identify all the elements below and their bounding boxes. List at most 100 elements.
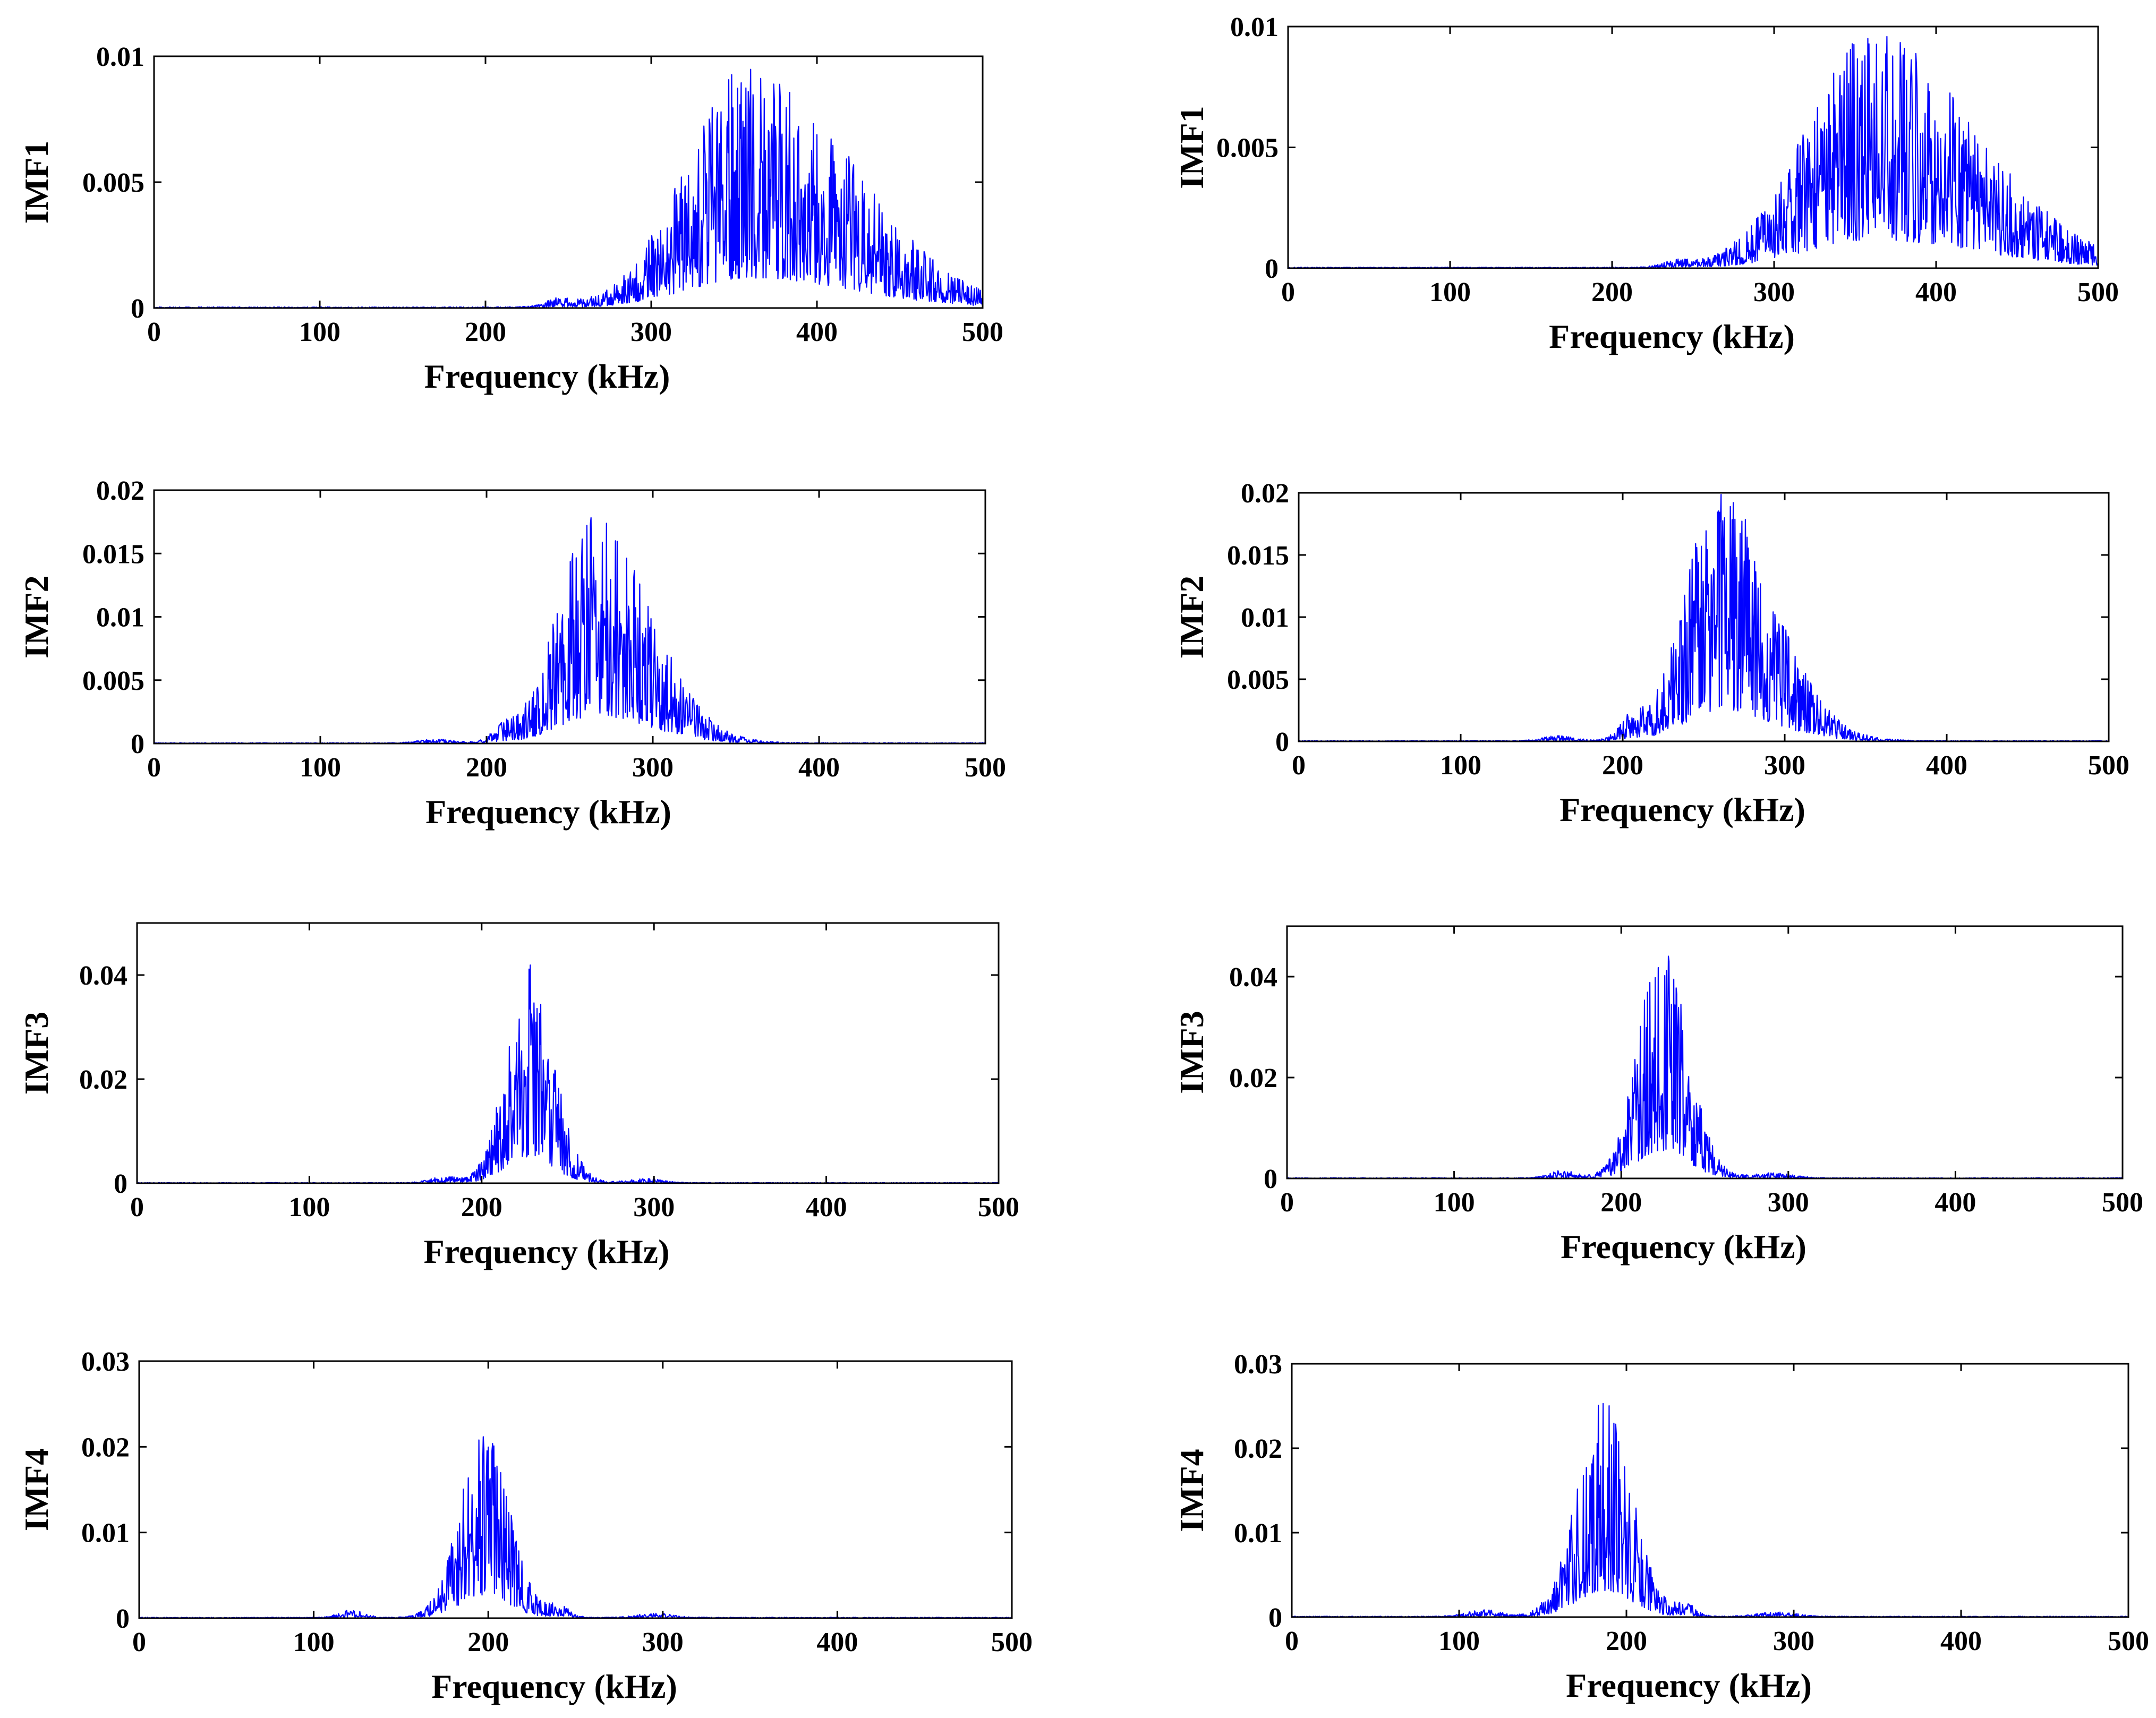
x-tick-label: 400 (816, 1627, 858, 1657)
x-axis-label: Frequency (kHz) (431, 1668, 677, 1705)
axes-frame (138, 1360, 1013, 1619)
x-tick-label: 0 (130, 1192, 144, 1223)
x-tick-label: 100 (1438, 1626, 1480, 1656)
x-tick-label: 500 (962, 317, 1003, 347)
x-axis-label: Frequency (kHz) (424, 1233, 670, 1270)
x-tick-label: 300 (1768, 1187, 1809, 1218)
x-tick-label: 400 (796, 317, 838, 347)
subplot-imf4-right: 0 100 200 300 400 500 0 0.01 0.02 0.03 Frequency (… (1173, 1349, 2149, 1704)
subplot-imf1-right: 0 100 200 300 400 500 0 0.005 0.01 Frequency (kHz… (1173, 12, 2119, 355)
x-tick-label: 0 (1281, 277, 1295, 307)
spectrum-line-imf2-right (1298, 493, 2109, 742)
y-tick-label: 0.04 (1229, 962, 1277, 993)
x-tick-label: 500 (2088, 750, 2129, 781)
x-tick-label: 500 (965, 753, 1006, 783)
y-tick-label: 0 (1275, 727, 1289, 757)
x-tick-label: 400 (806, 1192, 847, 1223)
spectrum-line-imf2-left (154, 517, 986, 744)
x-tick-label: 300 (632, 753, 674, 783)
x-axis-label: Frequency (kHz) (1560, 791, 1805, 828)
x-tick-label: 0 (147, 317, 161, 347)
y-axis-label: IMF3 (18, 1012, 55, 1095)
y-tick-label: 0.005 (82, 666, 144, 696)
x-tick-label: 200 (1600, 1187, 1642, 1218)
subplot-imf3-right: 0 100 200 300 400 500 0 0.02 0.04 Frequency (kHz)… (1173, 925, 2143, 1266)
x-tick-label: 0 (147, 753, 161, 783)
y-tick-label: 0.01 (1241, 603, 1289, 633)
y-tick-label: 0 (131, 294, 144, 324)
axes-frame (1286, 925, 2124, 1179)
y-tick-label: 0.015 (82, 539, 144, 569)
y-tick-label: 0.02 (81, 1432, 130, 1463)
y-tick-label: 0 (1265, 254, 1279, 284)
y-axis-label: IMF1 (1173, 106, 1211, 189)
x-tick-label: 0 (1292, 750, 1306, 781)
x-axis-label: Frequency (kHz) (425, 793, 671, 831)
spectrum-line-imf3-left (137, 964, 999, 1184)
y-tick-label: 0.005 (1216, 133, 1279, 164)
spectrum-line-imf3-right (1286, 955, 2123, 1179)
y-tick-label: 0.02 (1234, 1434, 1282, 1464)
x-tick-label: 0 (1285, 1626, 1299, 1656)
x-tick-label: 100 (293, 1627, 335, 1657)
x-axis-label: Frequency (kHz) (424, 357, 670, 395)
y-tick-label: 0 (116, 1604, 130, 1634)
x-axis-label: Frequency (kHz) (1566, 1666, 1812, 1704)
x-tick-label: 500 (991, 1627, 1033, 1657)
x-tick-label: 400 (1940, 1626, 1982, 1656)
y-axis-label: IMF2 (18, 575, 55, 658)
spectrum-line-imf1-left (154, 69, 983, 309)
axes-frame (136, 922, 1000, 1184)
x-tick-label: 0 (132, 1627, 146, 1657)
y-tick-label: 0.01 (81, 1518, 130, 1549)
x-tick-label: 500 (2108, 1626, 2149, 1656)
y-axis-label: IMF4 (18, 1448, 55, 1531)
y-axis-label: IMF4 (1173, 1449, 1211, 1532)
y-tick-label: 0.015 (1227, 541, 1289, 571)
subplot-imf2-right: 0 100 200 300 400 500 0 0.005 0.01 0.015 0.02 Frequ… (1173, 478, 2129, 828)
x-tick-label: 0 (1280, 1187, 1294, 1218)
y-axis-label: IMF2 (1173, 576, 1211, 659)
y-tick-label: 0.03 (1234, 1349, 1282, 1380)
x-tick-label: 100 (299, 317, 340, 347)
x-tick-label: 200 (1602, 750, 1643, 781)
x-axis-label: Frequency (kHz) (1549, 318, 1795, 355)
x-tick-label: 100 (288, 1192, 330, 1223)
x-tick-label: 200 (466, 753, 507, 783)
y-tick-label: 0.03 (81, 1347, 130, 1377)
y-tick-label: 0.02 (96, 476, 144, 506)
y-tick-label: 0 (1264, 1164, 1277, 1194)
x-tick-label: 400 (798, 753, 840, 783)
y-tick-label: 0 (131, 729, 144, 759)
x-tick-label: 400 (1926, 750, 1967, 781)
y-tick-label: 0.02 (1229, 1063, 1277, 1093)
y-tick-label: 0 (114, 1169, 127, 1199)
spectrum-line-imf4-right (1291, 1403, 2129, 1618)
y-tick-label: 0.005 (82, 168, 144, 198)
subplot-imf3-left: 0 100 200 300 400 500 0 0.02 0.04 Frequency (kHz)… (18, 922, 1019, 1270)
y-tick-label: 0.005 (1227, 665, 1289, 695)
x-tick-label: 200 (461, 1192, 502, 1223)
subplot-imf4-left: 0 100 200 300 400 500 0 0.01 0.02 0.03 Frequency (… (18, 1347, 1033, 1705)
x-tick-label: 100 (300, 753, 341, 783)
x-tick-label: 200 (1591, 277, 1633, 307)
y-tick-label: 0.02 (79, 1065, 127, 1095)
subplot-imf2-left: 0 100 200 300 400 500 0 0.005 0.01 0.015 0.02 Frequ… (18, 476, 1006, 831)
x-tick-label: 300 (1773, 1626, 1814, 1656)
y-tick-label: 0.01 (96, 603, 144, 633)
x-tick-label: 300 (630, 317, 672, 347)
y-tick-label: 0.02 (1241, 478, 1289, 509)
y-tick-label: 0.04 (79, 961, 127, 991)
x-tick-label: 200 (465, 317, 506, 347)
y-axis-label: IMF1 (18, 141, 55, 224)
x-tick-label: 500 (2102, 1187, 2143, 1218)
x-tick-label: 100 (1440, 750, 1481, 781)
x-tick-label: 200 (467, 1627, 509, 1657)
y-tick-label: 0.01 (1234, 1518, 1282, 1549)
x-tick-label: 300 (633, 1192, 675, 1223)
y-axis-label: IMF3 (1173, 1011, 1211, 1093)
x-tick-label: 200 (1606, 1626, 1647, 1656)
spectrum-line-imf1-right (1288, 36, 2099, 269)
x-tick-label: 300 (1764, 750, 1805, 781)
